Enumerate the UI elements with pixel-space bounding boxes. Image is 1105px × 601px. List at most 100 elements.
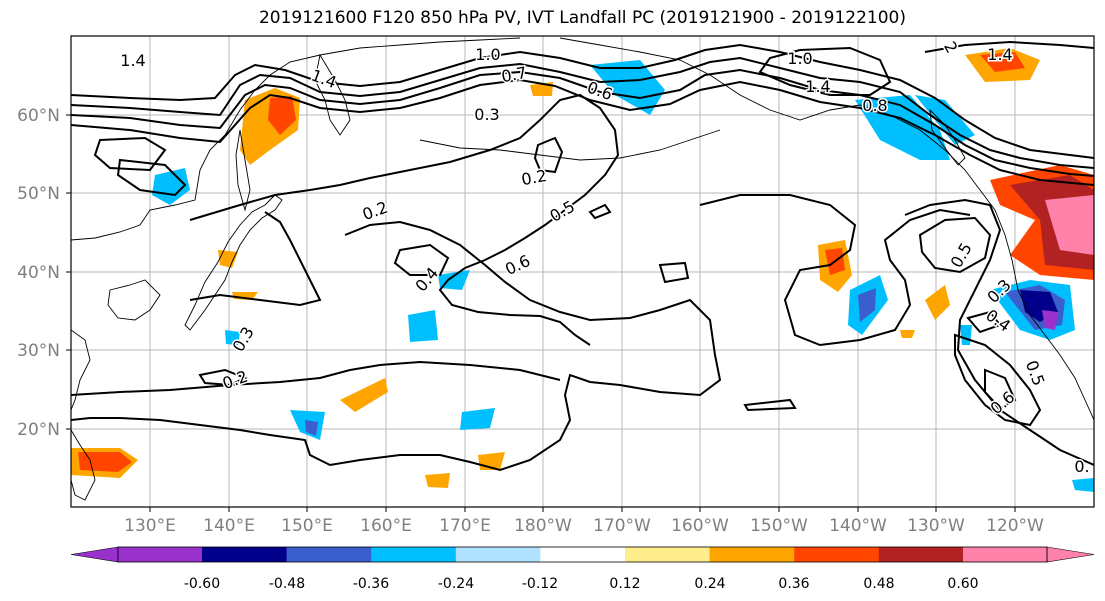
contour-label: 0.7 [500, 63, 528, 86]
colorbar-segment [794, 547, 880, 562]
contour-label: 1.0 [787, 49, 812, 68]
lon-label: 160°E [360, 516, 412, 536]
colorbar: -0.60 -0.48 -0.36 -0.24 -0.12 0.12 0.24 … [70, 546, 1095, 592]
shade-small-cool-2 [1072, 478, 1094, 492]
lon-label: 130°W [907, 516, 965, 536]
colorbar-segments [70, 546, 1095, 563]
shade-small-warm-1 [218, 250, 238, 268]
coast-china [71, 329, 91, 411]
lon-label: 130°E [124, 516, 176, 536]
contour-jet-1 [71, 56, 1094, 169]
colorbar-segment [118, 547, 202, 562]
colorbar-segment [625, 547, 711, 562]
latitude-labels: 60°N 50°N 40°N 30°N 20°N [17, 106, 60, 440]
contour-tiny-2 [658, 261, 690, 284]
lon-label: 180°W [514, 516, 572, 536]
coast-sakhalin [235, 129, 251, 212]
shade-coast-cool-purple [1042, 310, 1058, 330]
colorbar-segment [963, 547, 1047, 562]
contour-jet-4 [71, 43, 1094, 159]
coast-na-west [979, 189, 1094, 421]
contour-ne-loop [918, 216, 992, 274]
colorbar-tick-label: 0.48 [863, 576, 894, 592]
axis-ticks [66, 114, 1016, 512]
contour-jet-3 [71, 78, 1094, 186]
shade-w-warm-1 [340, 378, 388, 412]
pv-contours [71, 40, 1094, 472]
contour-west-ring [93, 136, 167, 172]
contour-tiny-6 [966, 310, 1002, 334]
colorbar-tick-label: -0.12 [522, 576, 558, 592]
contour-ne-top [924, 40, 1094, 53]
coast-asia [71, 37, 521, 241]
contour-japan-loop [189, 93, 620, 346]
colorbar-segment [540, 547, 626, 562]
contour-east-outer [904, 198, 1094, 466]
contour-tiny-4 [743, 398, 797, 412]
colorbar-tick-label: -0.48 [269, 576, 305, 592]
coastlines [71, 37, 1094, 501]
chart-title: 2019121600 F120 850 hPa PV, IVT Landfall… [258, 8, 906, 28]
coast-kamchatka [314, 53, 351, 136]
colorbar-tick-label: 0.60 [947, 576, 978, 592]
contour-label: 1.4 [805, 77, 830, 96]
shade-small-warm-5 [900, 330, 915, 338]
lon-label: 140°W [829, 516, 887, 536]
contour-mid-east [699, 194, 971, 347]
lon-label: 170°W [593, 516, 651, 536]
colorbar-tick-label: -0.24 [438, 576, 474, 592]
shade-aleutian-cool [590, 60, 665, 115]
lon-label: 150°W [750, 516, 808, 536]
contour-label: 0.3 [474, 105, 499, 124]
colorbar-tick-label: 0.12 [609, 576, 640, 592]
shade-coast-pink [1045, 195, 1094, 255]
contour-nw-arc [189, 211, 322, 307]
lon-label: 150°E [281, 516, 333, 536]
colorbar-segment [202, 547, 288, 562]
contour-tiny-1 [533, 136, 564, 174]
shade-subtrop-warm [925, 285, 950, 320]
shade-midpac-cool-core [858, 288, 876, 322]
coast-alaska [559, 37, 981, 191]
shade-kamchatka-cool [152, 168, 190, 205]
lon-label: 140°E [203, 516, 255, 536]
lat-label: 50°N [17, 184, 60, 204]
colorbar-outline [117, 546, 1048, 563]
shade-w-cool-3-core [305, 420, 318, 436]
coast-korea [107, 279, 161, 321]
contour-south [71, 360, 561, 396]
coast-aleutians [419, 129, 721, 161]
contour-tiny-3 [588, 203, 612, 220]
colorbar-segment [286, 547, 372, 562]
lon-label: 170°E [439, 516, 491, 536]
contour-label: 0. [1074, 457, 1089, 476]
shade-alaska-cool-2 [915, 95, 975, 145]
contour-se-inner [984, 368, 1017, 410]
lon-label: 120°W [986, 516, 1044, 536]
colorbar-extend-max [1046, 546, 1095, 563]
colorbar-segment [709, 547, 795, 562]
shade-w-cool-1 [408, 310, 438, 342]
lat-label: 20°N [17, 420, 60, 440]
shade-w-cool-4 [460, 408, 495, 430]
colorbar-segment [878, 547, 964, 562]
colorbar-segment [371, 547, 457, 562]
coast-japan [184, 194, 283, 331]
shaded-anomalies [71, 48, 1094, 492]
lat-label: 40°N [17, 263, 60, 283]
lon-label: 160°W [671, 516, 729, 536]
shade-small-cool-3 [960, 325, 972, 345]
contour-label: 1.4 [120, 51, 145, 70]
colorbar-segment [455, 547, 541, 562]
shade-japan-sea-core [268, 96, 296, 135]
shade-nw-warm-top-core [980, 52, 1025, 72]
colorbar-tick-label: -0.36 [353, 576, 389, 592]
colorbar-tick-label: 0.36 [778, 576, 809, 592]
colorbar-tick-labels: -0.60 -0.48 -0.36 -0.24 -0.12 0.12 0.24 … [184, 576, 979, 592]
shade-small-warm-3 [425, 473, 450, 488]
lat-label: 60°N [17, 106, 60, 126]
colorbar-extend-min [70, 546, 119, 563]
shade-small-cool-1 [225, 330, 240, 345]
contour-label: 0.8 [862, 96, 887, 115]
